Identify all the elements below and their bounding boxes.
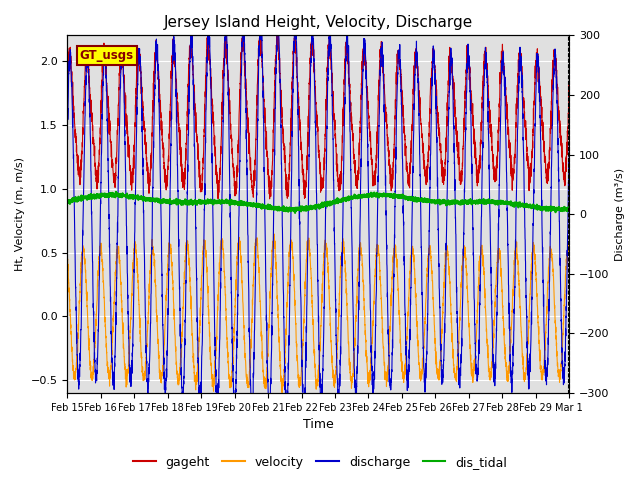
discharge xyxy=(302,358,310,363)
velocity xyxy=(550,287,558,293)
dis_tidal xyxy=(565,206,573,212)
dis_tidal xyxy=(291,210,299,216)
discharge xyxy=(239,13,247,19)
gageht xyxy=(525,188,533,193)
dis_tidal xyxy=(302,208,310,214)
Y-axis label: Discharge (m³/s): Discharge (m³/s) xyxy=(615,168,625,261)
velocity xyxy=(278,390,286,396)
velocity xyxy=(428,276,436,282)
gageht xyxy=(302,180,310,186)
gageht xyxy=(565,91,573,96)
discharge xyxy=(278,225,286,231)
discharge xyxy=(565,143,573,148)
discharge xyxy=(63,125,71,131)
X-axis label: Time: Time xyxy=(303,419,333,432)
velocity xyxy=(565,252,573,258)
velocity xyxy=(278,385,286,391)
dis_tidal xyxy=(550,206,558,212)
velocity xyxy=(525,319,533,325)
gageht xyxy=(275,41,282,47)
dis_tidal xyxy=(275,205,282,211)
Line: gageht: gageht xyxy=(67,30,569,199)
dis_tidal xyxy=(112,189,120,194)
Text: GT_usgs: GT_usgs xyxy=(80,48,134,61)
gageht xyxy=(266,196,273,202)
Y-axis label: Ht, Velocity (m, m/s): Ht, Velocity (m, m/s) xyxy=(15,157,25,271)
discharge xyxy=(275,25,282,31)
discharge xyxy=(550,71,558,77)
dis_tidal xyxy=(525,203,533,209)
dis_tidal xyxy=(428,198,436,204)
dis_tidal xyxy=(278,205,286,211)
discharge xyxy=(428,75,436,81)
dis_tidal xyxy=(63,198,71,204)
Line: discharge: discharge xyxy=(67,16,569,417)
gageht xyxy=(63,72,71,77)
gageht xyxy=(278,117,286,123)
Legend: gageht, velocity, discharge, dis_tidal: gageht, velocity, discharge, dis_tidal xyxy=(128,451,512,474)
velocity xyxy=(302,264,310,269)
Line: dis_tidal: dis_tidal xyxy=(67,192,569,213)
Title: Jersey Island Height, Velocity, Discharge: Jersey Island Height, Velocity, Discharg… xyxy=(164,15,473,30)
Line: velocity: velocity xyxy=(67,234,569,393)
gageht xyxy=(550,47,558,53)
discharge xyxy=(213,414,221,420)
gageht xyxy=(291,27,299,33)
gageht xyxy=(428,59,436,64)
velocity xyxy=(270,231,278,237)
velocity xyxy=(275,312,282,317)
discharge xyxy=(525,375,533,381)
velocity xyxy=(63,253,71,259)
